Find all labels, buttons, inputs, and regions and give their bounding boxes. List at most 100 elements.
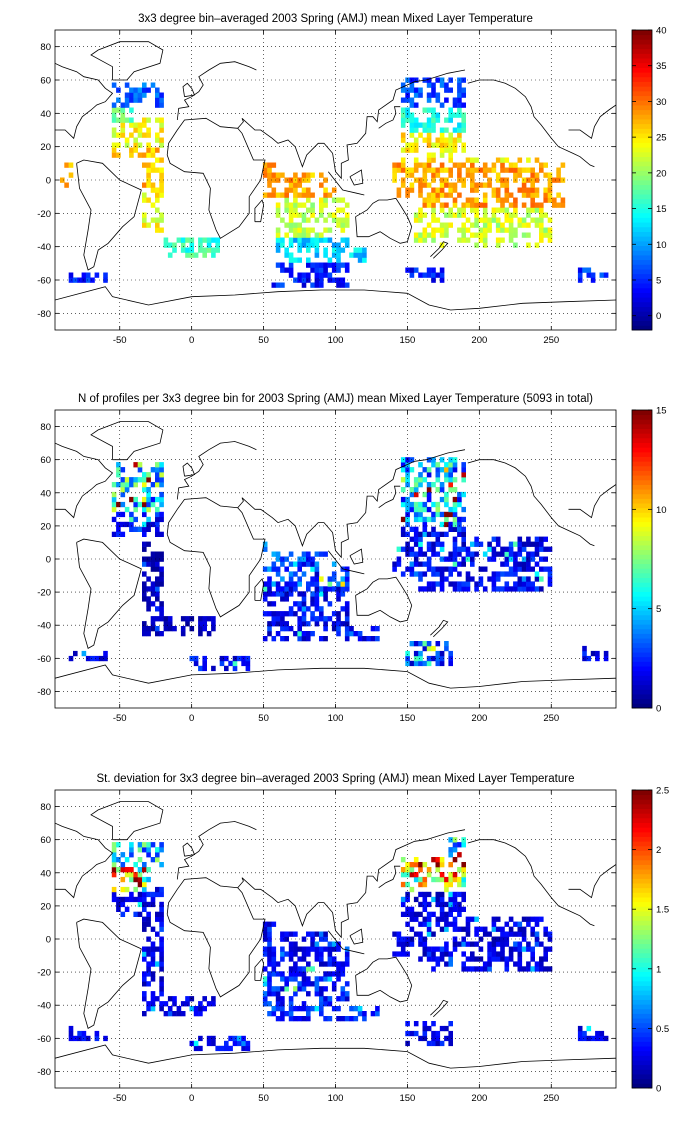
data-cell [431, 482, 436, 488]
data-cell [439, 571, 445, 577]
colorbar-segment [632, 39, 652, 45]
data-cell [409, 272, 415, 278]
colorbar-segment [632, 897, 652, 903]
data-cell [508, 951, 514, 957]
data-cell [129, 122, 134, 128]
data-cell [556, 172, 561, 178]
data-cell [340, 247, 346, 253]
data-cell [327, 586, 333, 592]
data-cell [457, 212, 462, 218]
data-cell [491, 576, 497, 582]
data-cell [418, 891, 423, 898]
data-cell [448, 837, 453, 843]
data-cell [426, 127, 432, 133]
coastline [568, 864, 616, 899]
data-cell [301, 187, 307, 193]
data-cell [534, 936, 540, 942]
data-cell [323, 177, 328, 183]
coastline [254, 578, 265, 601]
data-cell [482, 197, 488, 203]
data-cell [435, 192, 441, 198]
colorbar-segment [632, 521, 652, 527]
data-cell [116, 107, 121, 113]
data-cell [439, 482, 445, 488]
data-cell [193, 1045, 199, 1052]
data-cell [534, 187, 540, 193]
data-cell [224, 665, 229, 672]
data-cell [452, 511, 458, 518]
data-cell [301, 946, 307, 952]
data-cell [146, 961, 151, 967]
colorbar-segment [632, 297, 652, 303]
data-cell [327, 1016, 333, 1022]
data-cell [500, 167, 505, 173]
data-cell [426, 457, 432, 463]
data-cell [129, 847, 134, 853]
data-cell [310, 556, 315, 562]
data-cell [150, 521, 156, 528]
data-cell [120, 501, 126, 508]
data-cell [293, 232, 298, 238]
data-cell [357, 257, 363, 263]
data-cell [560, 177, 566, 183]
data-cell [448, 566, 453, 572]
data-cell [142, 212, 147, 218]
data-cell [422, 197, 428, 203]
data-cell [457, 551, 462, 557]
data-cell [155, 596, 160, 602]
data-cell [159, 991, 164, 997]
data-cell [543, 536, 548, 542]
data-cell [418, 511, 423, 518]
data-cell [439, 576, 445, 582]
data-cell [422, 921, 428, 927]
data-cell [137, 122, 143, 128]
data-cell [310, 202, 315, 208]
colorbar-segment [632, 161, 652, 167]
colorbar-segment [632, 208, 652, 214]
data-cell [155, 117, 160, 123]
data-cell [400, 87, 406, 93]
data-cell [284, 222, 289, 228]
data-cell [409, 536, 415, 542]
data-cell [482, 207, 488, 213]
data-cell [314, 616, 320, 622]
data-cell [306, 981, 311, 987]
data-cell [275, 262, 281, 268]
data-cell [457, 867, 462, 873]
colorbar-segment [632, 447, 652, 453]
data-cell [133, 862, 138, 868]
coastline [55, 664, 616, 689]
data-cell [431, 951, 436, 957]
data-cell [603, 1035, 609, 1042]
data-cell [150, 626, 156, 632]
data-cell [508, 167, 514, 173]
data-cell [310, 262, 315, 268]
data-cell [448, 852, 453, 858]
data-cell [444, 212, 449, 218]
data-cell [444, 192, 449, 198]
data-cell [306, 227, 311, 233]
data-cell [418, 217, 423, 223]
x-tick-label: 150 [399, 713, 415, 724]
data-cell [418, 650, 423, 657]
data-cell [288, 946, 294, 952]
data-cell [409, 97, 415, 103]
data-cell [461, 462, 466, 468]
data-cell [482, 167, 488, 173]
data-cell [457, 107, 462, 113]
data-cell [340, 991, 346, 997]
data-cell [301, 172, 307, 178]
data-cell [461, 467, 466, 473]
data-cell [172, 996, 177, 1002]
data-cell [495, 941, 501, 947]
data-cell [400, 107, 406, 113]
data-cell [163, 1011, 169, 1017]
data-cell [280, 242, 285, 248]
data-cell [470, 207, 475, 213]
colorbar-segment [632, 680, 652, 686]
colorbar-segment [632, 582, 652, 588]
colorbar-segment [632, 212, 652, 218]
data-cell [344, 237, 350, 243]
data-cell [262, 1001, 268, 1007]
